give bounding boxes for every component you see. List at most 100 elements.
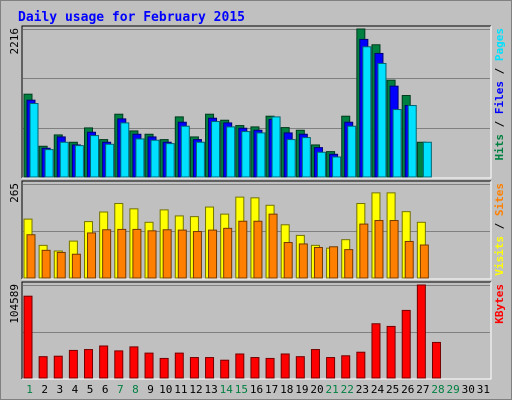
bar-hits-pages-day-22 bbox=[347, 125, 357, 178]
bar-visits-sites-day-3 bbox=[56, 251, 66, 279]
x-tick-label-day-4: 4 bbox=[72, 383, 79, 396]
panel-visits-max-label: 265 bbox=[8, 183, 21, 203]
bar-kbytes-kbytes-day-24 bbox=[371, 323, 381, 379]
bar-visits-sites-day-15 bbox=[238, 220, 248, 279]
legend-label: Files bbox=[493, 81, 506, 114]
x-tick-label-day-13: 13 bbox=[204, 383, 217, 396]
bar-visits-sites-day-4 bbox=[71, 253, 81, 279]
bar-visits-sites-day-19 bbox=[298, 243, 308, 279]
x-tick-label-day-17: 17 bbox=[265, 383, 278, 396]
bar-kbytes-kbytes-day-13 bbox=[205, 357, 215, 379]
bar-hits-pages-day-23 bbox=[362, 46, 372, 178]
bar-hits-pages-day-20 bbox=[316, 151, 326, 178]
x-tick-label-day-9: 9 bbox=[147, 383, 154, 396]
panel-kbytes-legend: KBytes bbox=[493, 284, 506, 324]
legend-label: KBytes bbox=[493, 284, 506, 324]
bar-visits-sites-day-7 bbox=[117, 228, 127, 279]
x-tick-label-day-27: 27 bbox=[416, 383, 429, 396]
bar-visits-sites-day-26 bbox=[404, 240, 414, 279]
panel-hits-border-light bbox=[22, 26, 492, 179]
panels: 2216 Hits / Files / Pages 265 Visits / Site… bbox=[8, 25, 506, 380]
bar-visits-sites-day-16 bbox=[253, 220, 263, 279]
bar-kbytes-kbytes-day-28 bbox=[431, 341, 441, 379]
bar-hits-pages-day-10 bbox=[165, 143, 175, 178]
bar-visits-sites-day-14 bbox=[223, 227, 233, 279]
bar-kbytes-kbytes-day-9 bbox=[144, 352, 154, 379]
legend-label: Pages bbox=[493, 28, 506, 61]
panel-visits-border-dark bbox=[21, 180, 491, 279]
panel-visits-border-light bbox=[22, 181, 492, 280]
legend-label: / bbox=[493, 114, 506, 134]
panel-visits: 265 Visits / Sites bbox=[8, 180, 506, 280]
panel-hits-max-label: 2216 bbox=[8, 28, 21, 55]
bar-visits-sites-day-1 bbox=[26, 234, 36, 279]
x-tick-label-day-18: 18 bbox=[280, 383, 293, 396]
x-tick-label-day-3: 3 bbox=[57, 383, 64, 396]
x-axis: 1 2 3 4 5 6 7 8 9 10 11 12 13 14 15 16 17 18 19 20 21 22 23 24 2… bbox=[26, 383, 490, 396]
bar-visits-sites-day-27 bbox=[419, 244, 429, 279]
bar-kbytes-kbytes-day-22 bbox=[341, 355, 351, 379]
x-tick-label-day-10: 10 bbox=[159, 383, 172, 396]
bar-hits-pages-day-2 bbox=[44, 149, 54, 178]
x-tick-label-day-29: 29 bbox=[447, 383, 460, 396]
bar-kbytes-kbytes-day-1 bbox=[23, 295, 33, 379]
bar-visits-sites-day-2 bbox=[41, 249, 51, 279]
bar-hits-pages-day-5 bbox=[90, 135, 100, 178]
bar-kbytes-kbytes-day-17 bbox=[265, 357, 275, 379]
legend-label: Visits bbox=[493, 236, 506, 276]
bar-visits-sites-day-5 bbox=[87, 232, 97, 279]
bar-kbytes-kbytes-day-12 bbox=[189, 357, 199, 379]
x-tick-label-day-24: 24 bbox=[371, 383, 385, 396]
x-tick-label-day-1: 1 bbox=[26, 383, 33, 396]
bar-kbytes-kbytes-day-21 bbox=[326, 357, 336, 379]
x-tick-label-day-14: 14 bbox=[220, 383, 234, 396]
bar-visits-sites-day-10 bbox=[162, 229, 172, 279]
chart-title: Daily usage for February 2015 bbox=[18, 10, 245, 25]
bar-kbytes-kbytes-day-27 bbox=[416, 284, 426, 379]
bar-kbytes-kbytes-day-6 bbox=[99, 345, 109, 379]
panel-kbytes-border-dark bbox=[21, 281, 491, 379]
bar-hits-pages-day-9 bbox=[150, 139, 160, 178]
legend-label: / bbox=[493, 216, 506, 236]
bar-visits-sites-day-23 bbox=[359, 223, 369, 279]
x-tick-label-day-25: 25 bbox=[386, 383, 399, 396]
bar-hits-pages-day-24 bbox=[377, 62, 387, 178]
panel-hits-border-dark bbox=[21, 25, 491, 178]
legend-label: / bbox=[493, 61, 506, 81]
bar-hits-pages-day-13 bbox=[211, 121, 221, 178]
bar-kbytes-kbytes-day-16 bbox=[250, 357, 260, 379]
x-tick-label-day-8: 8 bbox=[132, 383, 139, 396]
bar-visits-sites-day-12 bbox=[192, 231, 202, 279]
x-tick-label-day-26: 26 bbox=[401, 383, 414, 396]
legend-label: Hits bbox=[493, 134, 506, 161]
bar-hits-pages-day-8 bbox=[135, 138, 145, 178]
bar-hits-pages-day-12 bbox=[195, 141, 205, 178]
bar-kbytes-kbytes-day-5 bbox=[84, 349, 94, 379]
bar-kbytes-kbytes-day-26 bbox=[401, 309, 411, 379]
bar-hits-pages-day-27 bbox=[422, 141, 432, 178]
bar-visits-sites-day-6 bbox=[102, 229, 112, 279]
bar-visits-sites-day-22 bbox=[344, 249, 354, 279]
x-tick-label-day-23: 23 bbox=[356, 383, 369, 396]
x-tick-label-day-12: 12 bbox=[189, 383, 202, 396]
x-tick-label-day-7: 7 bbox=[117, 383, 124, 396]
bar-kbytes-kbytes-day-20 bbox=[310, 349, 320, 379]
bar-kbytes-kbytes-day-25 bbox=[386, 325, 396, 379]
bar-hits-pages-day-18 bbox=[286, 139, 296, 178]
bar-hits-pages-day-1 bbox=[29, 103, 39, 178]
bar-hits-pages-day-6 bbox=[105, 143, 115, 178]
panel-kbytes: 104589 KBytes bbox=[8, 281, 506, 380]
bar-hits-pages-day-19 bbox=[301, 137, 311, 178]
panel-visits-legend: Visits / Sites bbox=[493, 183, 506, 276]
bar-kbytes-kbytes-day-8 bbox=[129, 346, 139, 379]
bar-hits-pages-day-7 bbox=[120, 122, 130, 178]
bar-kbytes-kbytes-day-15 bbox=[235, 353, 245, 379]
bar-visits-sites-day-21 bbox=[329, 246, 339, 279]
x-tick-label-day-5: 5 bbox=[87, 383, 94, 396]
x-tick-label-day-19: 19 bbox=[295, 383, 308, 396]
x-tick-label-day-6: 6 bbox=[102, 383, 109, 396]
bar-kbytes-kbytes-day-11 bbox=[174, 352, 184, 379]
bar-kbytes-kbytes-day-23 bbox=[356, 351, 366, 379]
bar-visits-sites-day-20 bbox=[313, 246, 323, 279]
bar-hits-pages-day-16 bbox=[256, 132, 266, 178]
